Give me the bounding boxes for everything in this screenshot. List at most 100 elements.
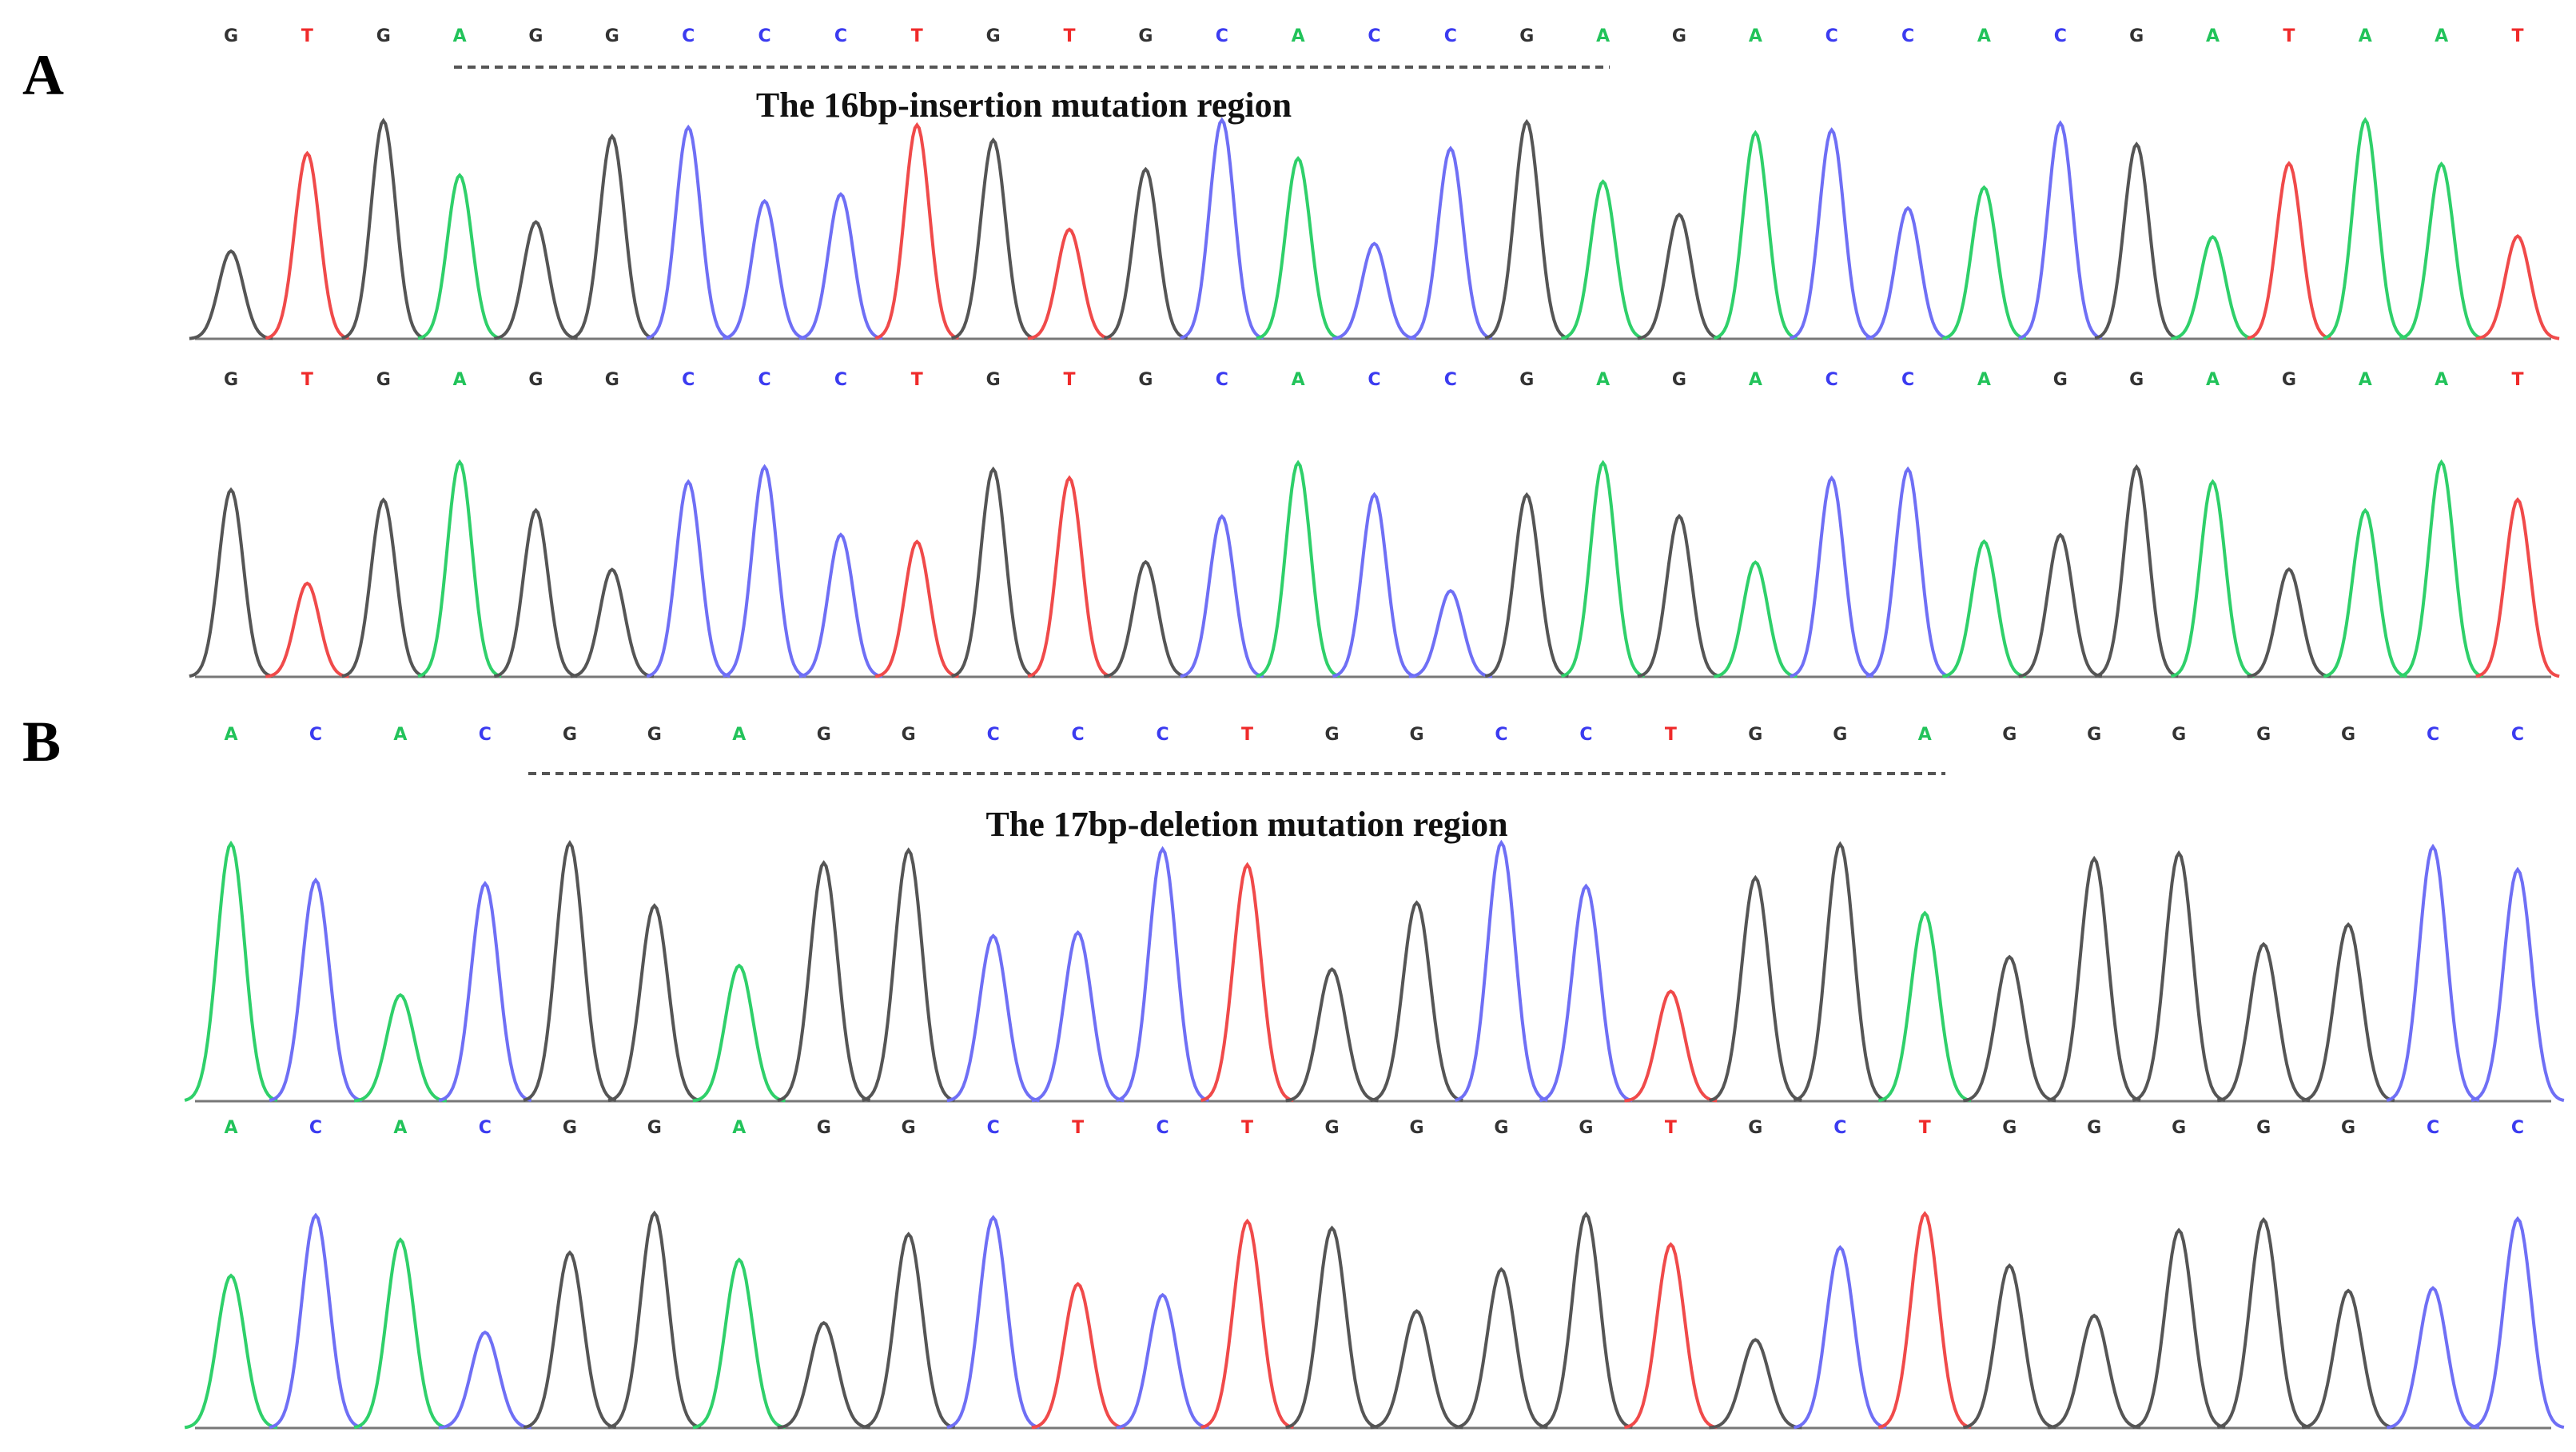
peak [265, 581, 349, 678]
base-call: C [987, 725, 1000, 745]
base-call: C [309, 1118, 322, 1138]
peak [692, 1257, 786, 1430]
base-call: C [2511, 725, 2524, 745]
peak [646, 479, 731, 678]
peak [1793, 1245, 1887, 1430]
base-call: G [1672, 370, 1686, 390]
peak [2323, 117, 2407, 340]
base-call: G [2256, 725, 2271, 745]
peak [2323, 507, 2407, 678]
peak [184, 1273, 278, 1430]
peak [1865, 466, 1950, 678]
base-call: C [834, 370, 847, 390]
peak [1637, 212, 1722, 340]
peak [2094, 463, 2179, 678]
base-call: T [1919, 1118, 1931, 1138]
peak [1116, 1292, 1209, 1430]
peak [269, 877, 363, 1103]
peak [2470, 1215, 2565, 1430]
peak [874, 539, 959, 678]
peak [523, 1250, 617, 1430]
base-call: T [1072, 1118, 1084, 1138]
panel-label: B [22, 710, 61, 774]
base-call: T [2511, 26, 2523, 46]
peak [951, 137, 1036, 340]
base-call: G [1494, 1118, 1508, 1138]
base-call: G [563, 1118, 577, 1138]
base-call: C [1368, 26, 1380, 46]
peak [1539, 883, 1633, 1103]
base-call: G [2087, 1118, 2101, 1138]
peak [1180, 514, 1264, 678]
base-call: A [453, 370, 467, 390]
base-call: G [902, 725, 916, 745]
peak [1027, 475, 1112, 678]
peak [607, 1210, 702, 1430]
base-call: T [1665, 725, 1677, 745]
peak [184, 840, 278, 1102]
peak [1116, 845, 1209, 1102]
base-call: G [528, 26, 543, 46]
base-call: T [911, 26, 923, 46]
base-call: G [1409, 725, 1423, 745]
base-call: T [1241, 1118, 1253, 1138]
peak [1793, 841, 1887, 1102]
peak [2018, 120, 2103, 340]
base-call: C [1157, 1118, 1169, 1138]
base-call: A [1292, 370, 1305, 390]
peak [1332, 491, 1416, 678]
base-call: G [605, 26, 619, 46]
base-call: G [2172, 1118, 2186, 1138]
base-call: G [1324, 725, 1339, 745]
peak [1256, 156, 1340, 340]
base-call: A [2359, 370, 2372, 390]
base-call: C [758, 26, 770, 46]
peak [2247, 567, 2331, 678]
base-call: G [563, 725, 577, 745]
base-call: A [2206, 26, 2220, 46]
peak [438, 1330, 532, 1430]
base-call: G [1748, 725, 1762, 745]
base-call: G [2002, 725, 2017, 745]
base-call: G [2053, 370, 2068, 390]
base-call: T [1665, 1118, 1677, 1138]
base-call: A [2435, 26, 2448, 46]
base-call: C [2511, 1118, 2524, 1138]
base-call: C [1216, 370, 1228, 390]
panel-label: A [22, 43, 64, 107]
base-call: C [1444, 26, 1457, 46]
base-call: C [834, 26, 847, 46]
base-call: C [1825, 370, 1838, 390]
peak [1709, 874, 1802, 1103]
base-call: A [224, 725, 237, 745]
peak [1332, 241, 1416, 340]
peak [1942, 539, 2026, 678]
base-call: G [2341, 725, 2355, 745]
base-call: A [732, 725, 746, 745]
peak [2399, 161, 2484, 340]
base-call: G [528, 370, 543, 390]
peak [1942, 185, 2026, 340]
peak [265, 150, 349, 340]
peak [570, 133, 655, 340]
peak [2475, 497, 2560, 678]
peak [2094, 141, 2179, 340]
peak [2386, 1286, 2480, 1430]
peak [2475, 234, 2560, 340]
base-call: A [1596, 370, 1610, 390]
base-call: G [2087, 725, 2101, 745]
peak [2171, 234, 2255, 340]
base-call: G [1672, 26, 1686, 46]
base-call: T [301, 370, 313, 390]
peak [1031, 1282, 1125, 1430]
peak [2216, 941, 2311, 1103]
base-call: G [902, 1118, 916, 1138]
peak [2216, 1216, 2311, 1430]
peak [269, 1212, 363, 1430]
base-call: G [1138, 26, 1153, 46]
base-call: C [987, 1118, 1000, 1138]
peak [1790, 127, 1874, 340]
base-call: C [1216, 26, 1228, 46]
peak [1877, 910, 1972, 1103]
base-call: C [682, 370, 695, 390]
